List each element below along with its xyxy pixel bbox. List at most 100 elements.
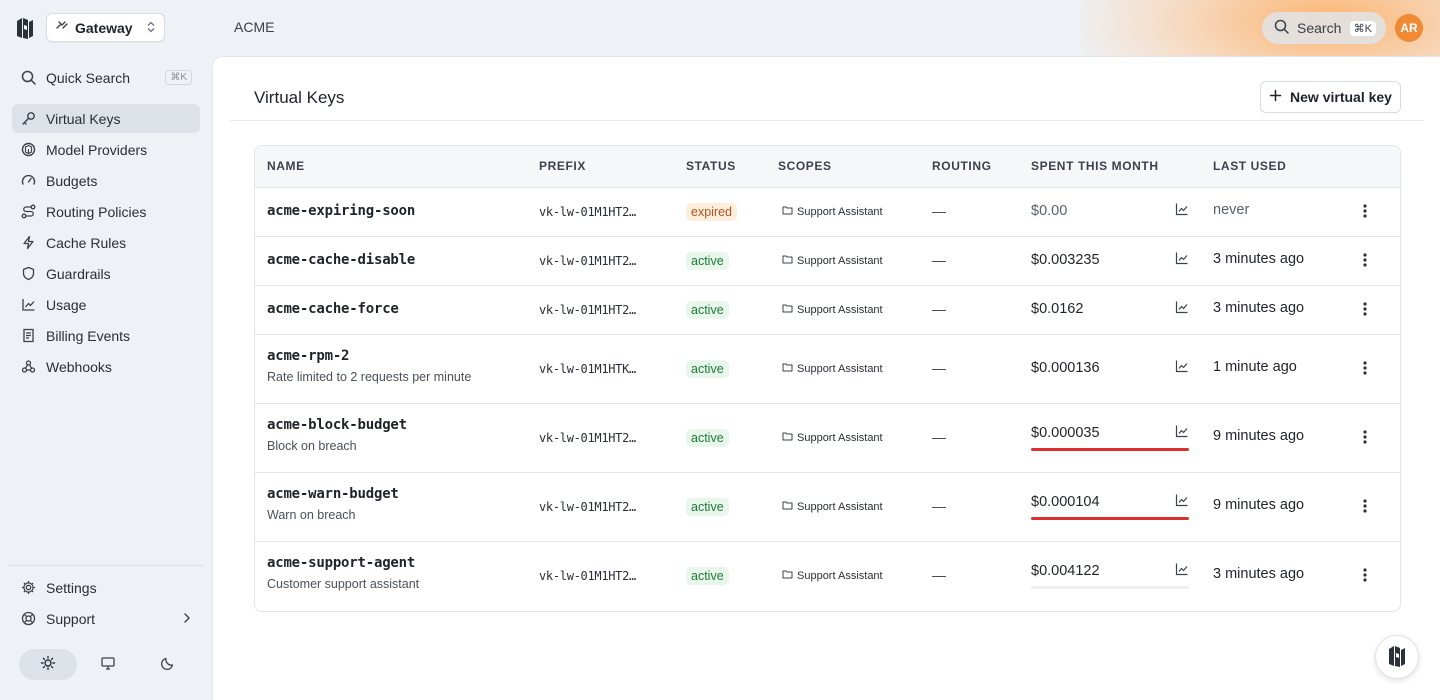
column-header-last-used[interactable]: LAST USED bbox=[1213, 159, 1287, 173]
key-name[interactable]: acme-block-budget bbox=[267, 417, 407, 433]
receipt-icon bbox=[20, 328, 36, 344]
spent-value: $0.00 bbox=[1031, 202, 1068, 219]
sidebar-item-label: Budgets bbox=[46, 172, 98, 189]
key-name-cell: acme-support-agent Customer support assis… bbox=[267, 555, 419, 591]
logo-icon[interactable] bbox=[12, 14, 38, 42]
new-virtual-key-button[interactable]: New virtual key bbox=[1260, 81, 1401, 113]
key-icon bbox=[20, 111, 36, 127]
sidebar-item-model-providers[interactable]: Model Providers bbox=[12, 135, 200, 164]
row-actions-button[interactable] bbox=[1357, 252, 1373, 269]
column-header-spent[interactable]: SPENT THIS MONTH bbox=[1031, 159, 1159, 173]
scope-chip[interactable]: Support Assistant bbox=[778, 567, 887, 584]
spent-value: $0.004122 bbox=[1031, 562, 1100, 579]
gauge-icon bbox=[20, 173, 36, 189]
key-name[interactable]: acme-warn-budget bbox=[267, 486, 399, 502]
key-name[interactable]: acme-expiring-soon bbox=[267, 203, 416, 219]
sidebar-item-billing-events[interactable]: Billing Events bbox=[12, 321, 200, 350]
column-header-routing[interactable]: ROUTING bbox=[932, 159, 992, 173]
table-header: NAME PREFIX STATUS SCOPES ROUTING SPENT … bbox=[255, 146, 1400, 188]
scope-chip[interactable]: Support Assistant bbox=[778, 498, 887, 515]
theme-system-button[interactable] bbox=[79, 649, 137, 680]
table-row[interactable]: acme-warn-budget Warn on breach vk-lw-01M1… bbox=[255, 473, 1400, 542]
table-row[interactable]: acme-expiring-soon vk-lw-01M1HT2… expired S… bbox=[255, 188, 1400, 237]
routing-value: — bbox=[932, 498, 946, 514]
spent-value: $0.0162 bbox=[1031, 300, 1084, 317]
scope-chip[interactable]: Support Assistant bbox=[778, 429, 887, 446]
key-prefix: vk-lw-01M1HT2… bbox=[539, 254, 636, 268]
key-name[interactable]: acme-cache-force bbox=[267, 301, 399, 317]
spent-cell: $0.000136 bbox=[1031, 359, 1189, 376]
sun-icon bbox=[40, 655, 56, 674]
key-name[interactable]: acme-rpm-2 bbox=[267, 348, 350, 364]
table-row[interactable]: acme-block-budget Block on breach vk-lw-01… bbox=[255, 404, 1400, 473]
row-actions-button[interactable] bbox=[1357, 429, 1373, 446]
column-header-status[interactable]: STATUS bbox=[686, 159, 736, 173]
sidebar-bottom-nav: Settings Support bbox=[12, 573, 200, 635]
workspace-select[interactable]: Gateway bbox=[46, 13, 165, 42]
column-header-name[interactable]: NAME bbox=[267, 159, 305, 173]
scope-cell: Support Assistant bbox=[778, 360, 887, 377]
scope-chip[interactable]: Support Assistant bbox=[778, 203, 887, 220]
routing-value: — bbox=[932, 203, 946, 219]
last-used: 9 minutes ago bbox=[1213, 497, 1305, 513]
sidebar-item-routing-policies[interactable]: Routing Policies bbox=[12, 197, 200, 226]
sidebar-item-guardrails[interactable]: Guardrails bbox=[12, 259, 200, 288]
status-cell: active bbox=[686, 567, 729, 585]
column-header-prefix[interactable]: PREFIX bbox=[539, 159, 586, 173]
shortcut-badge: ⌘K bbox=[165, 70, 192, 85]
scope-chip[interactable]: Support Assistant bbox=[778, 360, 887, 377]
spend-chart-icon[interactable] bbox=[1175, 562, 1189, 579]
shield-icon bbox=[20, 266, 36, 282]
spend-chart-icon[interactable] bbox=[1175, 251, 1189, 268]
key-name[interactable]: acme-cache-disable bbox=[267, 252, 416, 268]
theme-dark-button[interactable] bbox=[139, 649, 197, 680]
sidebar-item-webhooks[interactable]: Webhooks bbox=[12, 352, 200, 381]
status-cell: active bbox=[686, 360, 729, 378]
row-actions-button[interactable] bbox=[1357, 301, 1373, 318]
row-actions-button[interactable] bbox=[1357, 498, 1373, 515]
sidebar-item-label: Guardrails bbox=[46, 265, 111, 282]
spend-chart-icon[interactable] bbox=[1175, 202, 1189, 219]
sidebar-item-budgets[interactable]: Budgets bbox=[12, 166, 200, 195]
row-actions-button[interactable] bbox=[1357, 360, 1373, 377]
help-launcher-button[interactable] bbox=[1375, 635, 1419, 679]
scope-label: Support Assistant bbox=[797, 500, 883, 513]
spend-chart-icon[interactable] bbox=[1175, 493, 1189, 510]
budget-progress-fill bbox=[1031, 517, 1189, 520]
table-row[interactable]: acme-support-agent Customer support assis… bbox=[255, 542, 1400, 611]
status-badge: active bbox=[686, 360, 729, 378]
table-row[interactable]: acme-rpm-2 Rate limited to 2 requests per… bbox=[255, 335, 1400, 404]
sidebar-item-settings[interactable]: Settings bbox=[12, 573, 200, 602]
status-cell: active bbox=[686, 429, 729, 447]
search-button[interactable]: Search ⌘K bbox=[1262, 12, 1386, 44]
sidebar-item-usage[interactable]: Usage bbox=[12, 290, 200, 319]
key-name-cell: acme-warn-budget Warn on breach bbox=[267, 486, 399, 522]
table-row[interactable]: acme-cache-force vk-lw-01M1HT2… active Supp… bbox=[255, 286, 1400, 335]
spent-value: $0.003235 bbox=[1031, 251, 1100, 268]
spend-chart-icon[interactable] bbox=[1175, 300, 1189, 317]
scope-chip[interactable]: Support Assistant bbox=[778, 301, 887, 318]
gear-icon bbox=[20, 580, 36, 596]
theme-light-button[interactable] bbox=[19, 649, 77, 680]
table-row[interactable]: acme-cache-disable vk-lw-01M1HT2… active Su… bbox=[255, 237, 1400, 286]
moon-icon bbox=[160, 655, 176, 674]
status-cell: expired bbox=[686, 203, 737, 221]
search-icon bbox=[20, 70, 36, 86]
row-actions-button[interactable] bbox=[1357, 567, 1373, 584]
folder-icon bbox=[782, 569, 793, 582]
key-description: Warn on breach bbox=[267, 508, 356, 522]
sidebar-item-virtual-keys[interactable]: Virtual Keys bbox=[12, 104, 200, 133]
spend-chart-icon[interactable] bbox=[1175, 424, 1189, 441]
column-header-scopes[interactable]: SCOPES bbox=[778, 159, 832, 173]
avatar[interactable]: AR bbox=[1395, 14, 1423, 42]
key-name[interactable]: acme-support-agent bbox=[267, 555, 416, 571]
sidebar-item-cache-rules[interactable]: Cache Rules bbox=[12, 228, 200, 257]
row-actions-button[interactable] bbox=[1357, 203, 1373, 220]
sidebar-item-quick-search[interactable]: Quick Search ⌘K bbox=[12, 63, 200, 92]
spent-cell: $0.00 bbox=[1031, 202, 1189, 219]
spend-chart-icon[interactable] bbox=[1175, 359, 1189, 376]
scope-chip[interactable]: Support Assistant bbox=[778, 252, 887, 269]
sidebar-item-support[interactable]: Support bbox=[12, 604, 200, 633]
breadcrumb[interactable]: ACME bbox=[234, 19, 275, 35]
status-badge: expired bbox=[686, 203, 737, 221]
